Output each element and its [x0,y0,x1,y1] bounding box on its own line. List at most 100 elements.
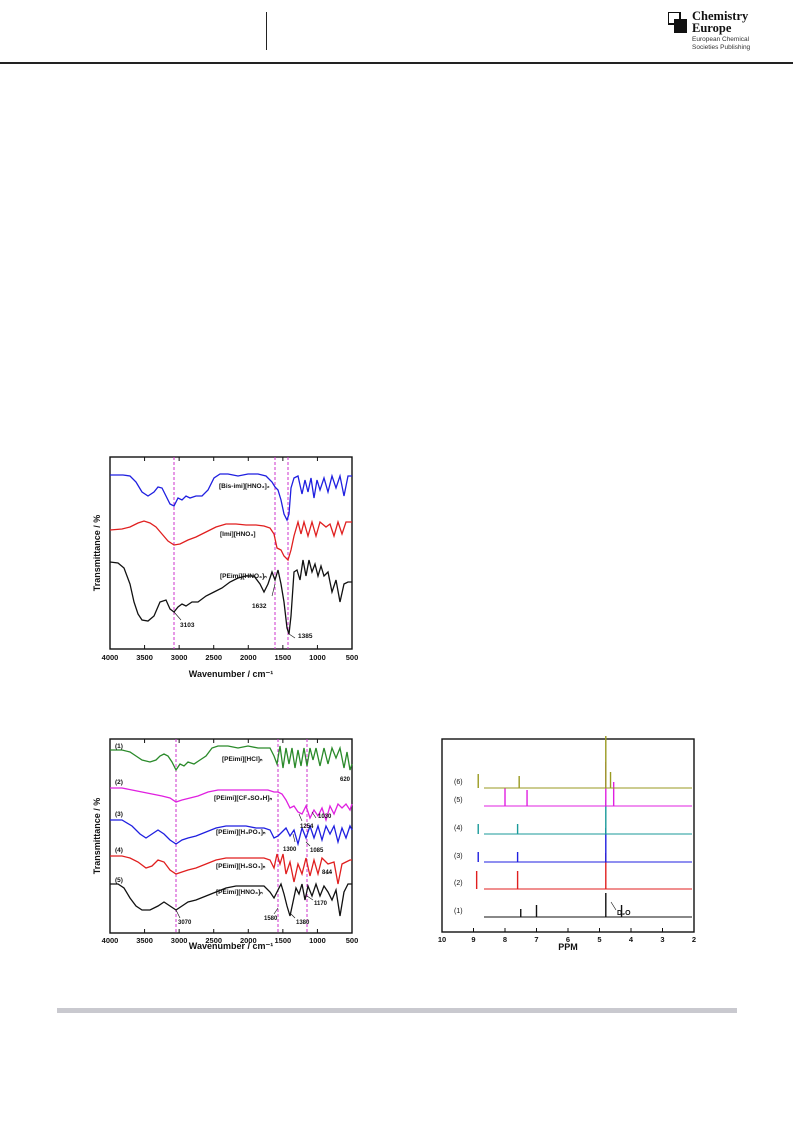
series-label-hno3: [PEimi][HNO₃]ₙ [216,889,263,896]
series-label-h3po4: [PEimi][H₃PO₄]ₙ [216,829,266,836]
x-tick-label: 3000 [171,653,188,662]
series-label-imi: [Imi][HNO₃] [220,531,256,538]
x-tick-label: 3000 [171,936,188,945]
annotation-620: 620 [340,777,351,783]
spectrum-index-label: (1) [454,908,463,915]
ft-ir-chart-1: [Bis-imi][HNO₃]₂ [Imi][HNO₃] [PEimi][HNO… [88,452,360,684]
annotation-844: 844 [322,870,333,876]
x-tick-label: 1500 [275,936,292,945]
series-line-cf3so3h [110,787,353,823]
annotation-1030: 1030 [318,814,332,820]
annotation-arrow-1254 [298,813,303,822]
annotation-3070: 3070 [178,920,192,926]
x-tick-label: 9 [471,935,475,944]
annotation-1380: 1380 [296,920,310,926]
x-tick-label: 8 [503,935,507,944]
logo-title: Chemistry Europe [692,9,749,35]
series-line-imi [109,519,352,562]
annotation-arrow-1385 [288,633,296,639]
annotation-arrow-844 [325,871,333,875]
footer-bar [57,1008,737,1013]
spectrum-index-label: (3) [454,853,463,860]
annotation-arrow-d2o [610,901,617,911]
x-tick-label: 2500 [205,936,222,945]
series-line-h2so4 [110,853,352,885]
x-tick-label: 4000 [102,653,119,662]
x-tick-label: 1500 [275,653,292,662]
plot-frame [109,456,353,650]
series-index-5: (5) [115,877,123,884]
spectrum-index-label: (6) [454,779,463,786]
x-axis-label: PPM [558,942,578,952]
series-line-h3po4 [110,819,353,847]
annotation-1300: 1300 [283,847,297,853]
series-index-1: (1) [115,743,123,750]
logo-subtitle: European Chemical Societies Publishing [692,36,751,51]
series-index-2: (2) [115,779,123,786]
series-line-bis-imi [110,473,352,522]
x-tick-label: 500 [346,936,359,945]
series-index-4: (4) [115,847,123,854]
x-tick-label: 4000 [102,936,119,945]
y-axis-label: Transmittance / % [92,515,102,592]
ft-ir-chart-2-svg: (1) (2) (3) (4) (5) [PEimi][HCl]ₙ [PEimi… [92,738,359,951]
x-axis-label: Wavenumber / cm⁻¹ [189,669,273,679]
series-index-3: (3) [115,811,123,818]
annotation-1085: 1085 [310,848,324,854]
spectrum-index-label: (2) [454,880,463,887]
header-rule [0,62,793,64]
x-tick-label: 2000 [240,936,257,945]
annotation-1170: 1170 [314,901,328,907]
ft-ir-chart-1-svg: [Bis-imi][HNO₃]₂ [Imi][HNO₃] [PEimi][HNO… [92,456,359,679]
series-label-cf3so3h: [PEimi][CF₃SO₃H]ₙ [214,795,272,802]
y-axis-label: Transmittance / % [92,798,102,875]
x-tick-label: 2000 [240,653,257,662]
plot-frame [109,738,353,934]
x-tick-label: 1000 [309,936,326,945]
annotation-arrow-1380 [290,913,296,919]
series-line-peimi [109,559,352,635]
x-tick-label: 4 [629,935,634,944]
x-axis-label: Wavenumber / cm⁻¹ [189,941,273,951]
annotation-arrow-1085 [305,841,311,847]
annotation-arrow-3070 [175,909,181,919]
x-tick-label: 10 [438,935,446,944]
annotation-1632: 1632 [252,603,267,610]
annotation-d2o: D₂O [617,910,631,917]
annotation-arrow-1300 [292,833,296,843]
series-label-hcl: [PEimi][HCl]ₙ [222,756,263,763]
annotation-arrow-1580 [273,907,279,915]
annotation-arrow-1030 [311,811,317,819]
series-line-hno3 [110,881,352,917]
x-tick-label: 5 [597,935,601,944]
annotation-arrow-1170 [306,895,314,901]
x-tick-label: 7 [534,935,538,944]
annotation-arrow-3103 [173,611,182,621]
x-tick-label: 1000 [309,653,326,662]
annotation-arrow-1632 [271,583,276,597]
nmr-chart: (1) (2) (3) (4) (5) (6) D₂O 10 9 8 7 6 5 4 3 2 PPM [430,734,705,956]
spectrum-index-label: (4) [454,825,463,832]
series-label-peimi: [PEimi][HNO₃]ₙ [220,573,267,580]
x-tick-label: 2500 [205,653,222,662]
series-line-hcl [110,745,353,772]
series-label-bis-imi: [Bis-imi][HNO₃]₂ [219,483,270,490]
x-tick-label: 6 [566,935,570,944]
series-label-h2so4: [PEimi][H₂SO₄]ₙ [216,863,266,870]
chemistry-europe-logo[interactable]: Chemistry Europe European Chemical Socie… [668,10,778,56]
annotation-3103: 3103 [180,622,195,629]
nmr-chart-svg: (1) (2) (3) (4) (5) (6) D₂O 10 9 8 7 6 5 4 3 2 PPM [438,736,696,952]
annotation-1580: 1580 [264,916,278,922]
x-tick-label: 500 [346,653,359,662]
header-divider [266,12,267,50]
chemistry-europe-logo-icon [668,12,687,33]
spectrum-index-label: (5) [454,797,463,804]
x-tick-label: 3500 [136,653,153,662]
plot-frame [441,738,695,933]
x-tick-label: 3 [660,935,664,944]
x-tick-label: 3500 [136,936,153,945]
x-tick-label: 2 [692,935,696,944]
ft-ir-chart-2: (1) (2) (3) (4) (5) [PEimi][HCl]ₙ [PEimi… [88,734,360,952]
annotation-1385: 1385 [298,633,313,640]
annotation-1254: 1254 [300,824,314,830]
